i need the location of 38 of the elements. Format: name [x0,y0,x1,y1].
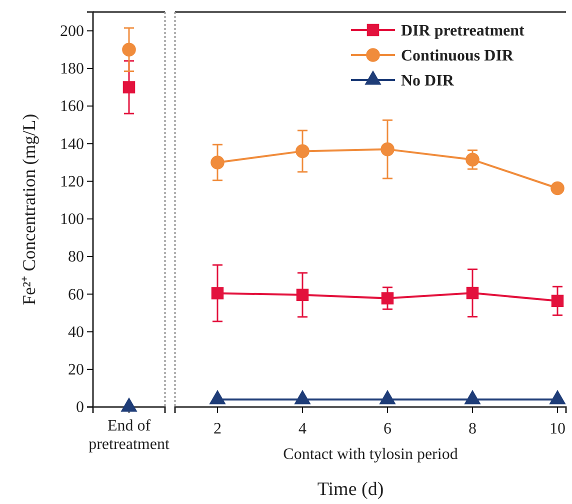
legend-label: DIR pretreatment [401,22,526,40]
y-tick-label: 120 [60,173,84,190]
y-tick-label: 160 [60,98,84,116]
x-tick-label: 2 [214,420,222,438]
x-tick-label: 10 [550,420,566,438]
y-tick-label: 100 [60,211,84,228]
point [551,294,564,308]
x-axis-title: Contact with tylosin period [283,446,458,463]
y-tick-label: 140 [60,136,84,153]
legend-label: No DIR [401,72,454,90]
x-tick-label: End of pretreatment [88,417,170,453]
legend-label: Continuous DIR [401,48,514,65]
x-tick-label: 4 [298,420,306,438]
point [296,288,309,302]
text: Time (d) [317,479,384,500]
y-tick-label: 80 [68,248,84,266]
point [296,144,310,158]
y-tick-label: 60 [68,286,84,304]
point [211,287,224,300]
point [466,286,479,300]
y-tick-label: 20 [68,362,84,378]
point [464,390,481,404]
point [466,152,480,167]
point [209,390,226,404]
point [381,292,394,304]
point [379,390,396,404]
y-tick-label: 0 [76,399,84,416]
y-tick-label: 200 [60,22,84,40]
point [294,390,311,404]
x-tick-label: 8 [468,420,476,438]
point [380,142,394,156]
x-tick-label: 6 [384,420,392,438]
y-tick-label: 40 [68,324,84,341]
y-axis-title: Fe²⁺ Concentration (mg/L) [19,114,39,306]
point [549,390,566,404]
point [550,181,564,196]
y-tick-label: 180 [60,60,84,78]
point [210,156,224,170]
